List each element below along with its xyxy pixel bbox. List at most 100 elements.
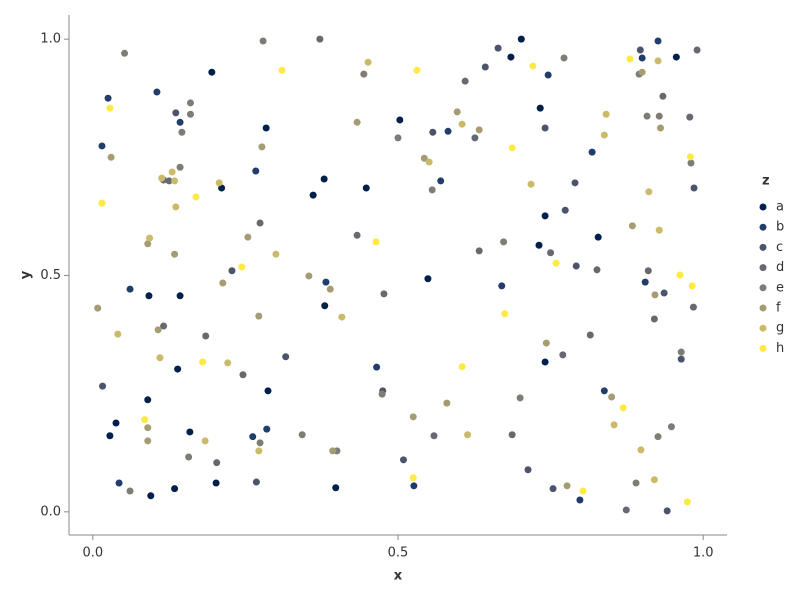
point	[424, 275, 432, 283]
y-tick-label: 1.0	[40, 32, 61, 47]
point	[409, 413, 417, 421]
point	[154, 326, 162, 334]
point	[561, 206, 569, 214]
point	[364, 58, 372, 66]
point	[218, 184, 226, 192]
point	[158, 174, 166, 182]
point	[186, 428, 194, 436]
point	[650, 476, 658, 484]
point	[262, 124, 270, 132]
point	[160, 322, 168, 330]
point	[654, 37, 662, 45]
point	[171, 485, 179, 493]
point	[282, 353, 290, 361]
point	[683, 498, 691, 506]
point	[309, 191, 317, 199]
point	[690, 184, 698, 192]
point	[501, 310, 509, 318]
point	[165, 177, 173, 185]
point	[576, 496, 584, 504]
point	[655, 226, 663, 234]
point	[413, 66, 421, 74]
point	[185, 453, 193, 461]
point	[659, 92, 667, 100]
x-axis-label: x	[394, 569, 403, 584]
point	[529, 62, 537, 70]
point	[215, 179, 223, 187]
point	[208, 68, 216, 76]
point	[602, 110, 610, 118]
point	[238, 263, 246, 271]
point	[637, 446, 645, 454]
legend-marker	[759, 284, 767, 292]
point	[98, 199, 106, 207]
point	[610, 421, 618, 429]
point	[560, 54, 568, 62]
legend-marker	[759, 243, 767, 251]
point	[329, 447, 337, 455]
point	[259, 37, 267, 45]
point	[228, 267, 236, 275]
point	[594, 233, 602, 241]
point	[171, 250, 179, 258]
point	[535, 241, 543, 249]
point	[536, 104, 544, 112]
point	[145, 292, 153, 300]
point	[146, 234, 154, 242]
point	[453, 108, 461, 116]
point	[353, 118, 361, 126]
point	[126, 487, 134, 495]
point	[98, 142, 106, 150]
point	[213, 459, 221, 467]
point	[636, 46, 644, 54]
point	[677, 355, 685, 363]
point	[394, 134, 402, 142]
point	[322, 278, 330, 286]
point	[192, 193, 200, 201]
point	[112, 419, 120, 427]
point	[176, 163, 184, 171]
y-axis-label: y	[19, 270, 34, 279]
point	[255, 312, 263, 320]
point	[104, 94, 112, 102]
point	[593, 266, 601, 274]
point	[249, 433, 257, 441]
point	[517, 35, 525, 43]
point	[527, 180, 535, 188]
point	[144, 437, 152, 445]
point	[688, 282, 696, 290]
point	[298, 431, 306, 439]
y-tick-label: 0.0	[40, 504, 61, 519]
point	[396, 116, 404, 124]
legend-label: h	[776, 341, 784, 356]
point	[552, 259, 560, 267]
point	[224, 359, 232, 367]
point	[156, 354, 164, 362]
point	[202, 332, 210, 340]
point	[121, 49, 129, 57]
point	[651, 291, 659, 299]
x-tick-label: 1.0	[693, 546, 714, 561]
point	[172, 203, 180, 211]
point	[272, 250, 280, 258]
legend-marker	[759, 344, 767, 352]
legend-label: d	[776, 260, 784, 275]
point	[524, 466, 532, 474]
point	[410, 482, 418, 490]
legend-marker	[759, 304, 767, 312]
point	[171, 177, 179, 185]
point	[144, 396, 152, 404]
point	[258, 143, 266, 151]
point	[563, 482, 571, 490]
point	[588, 148, 596, 156]
point	[429, 128, 437, 136]
point	[378, 390, 386, 398]
point	[178, 128, 186, 136]
point	[399, 456, 407, 464]
point	[667, 423, 675, 431]
point	[507, 53, 515, 61]
point	[619, 404, 627, 412]
point	[542, 339, 550, 347]
point	[654, 433, 662, 441]
point	[326, 285, 334, 293]
